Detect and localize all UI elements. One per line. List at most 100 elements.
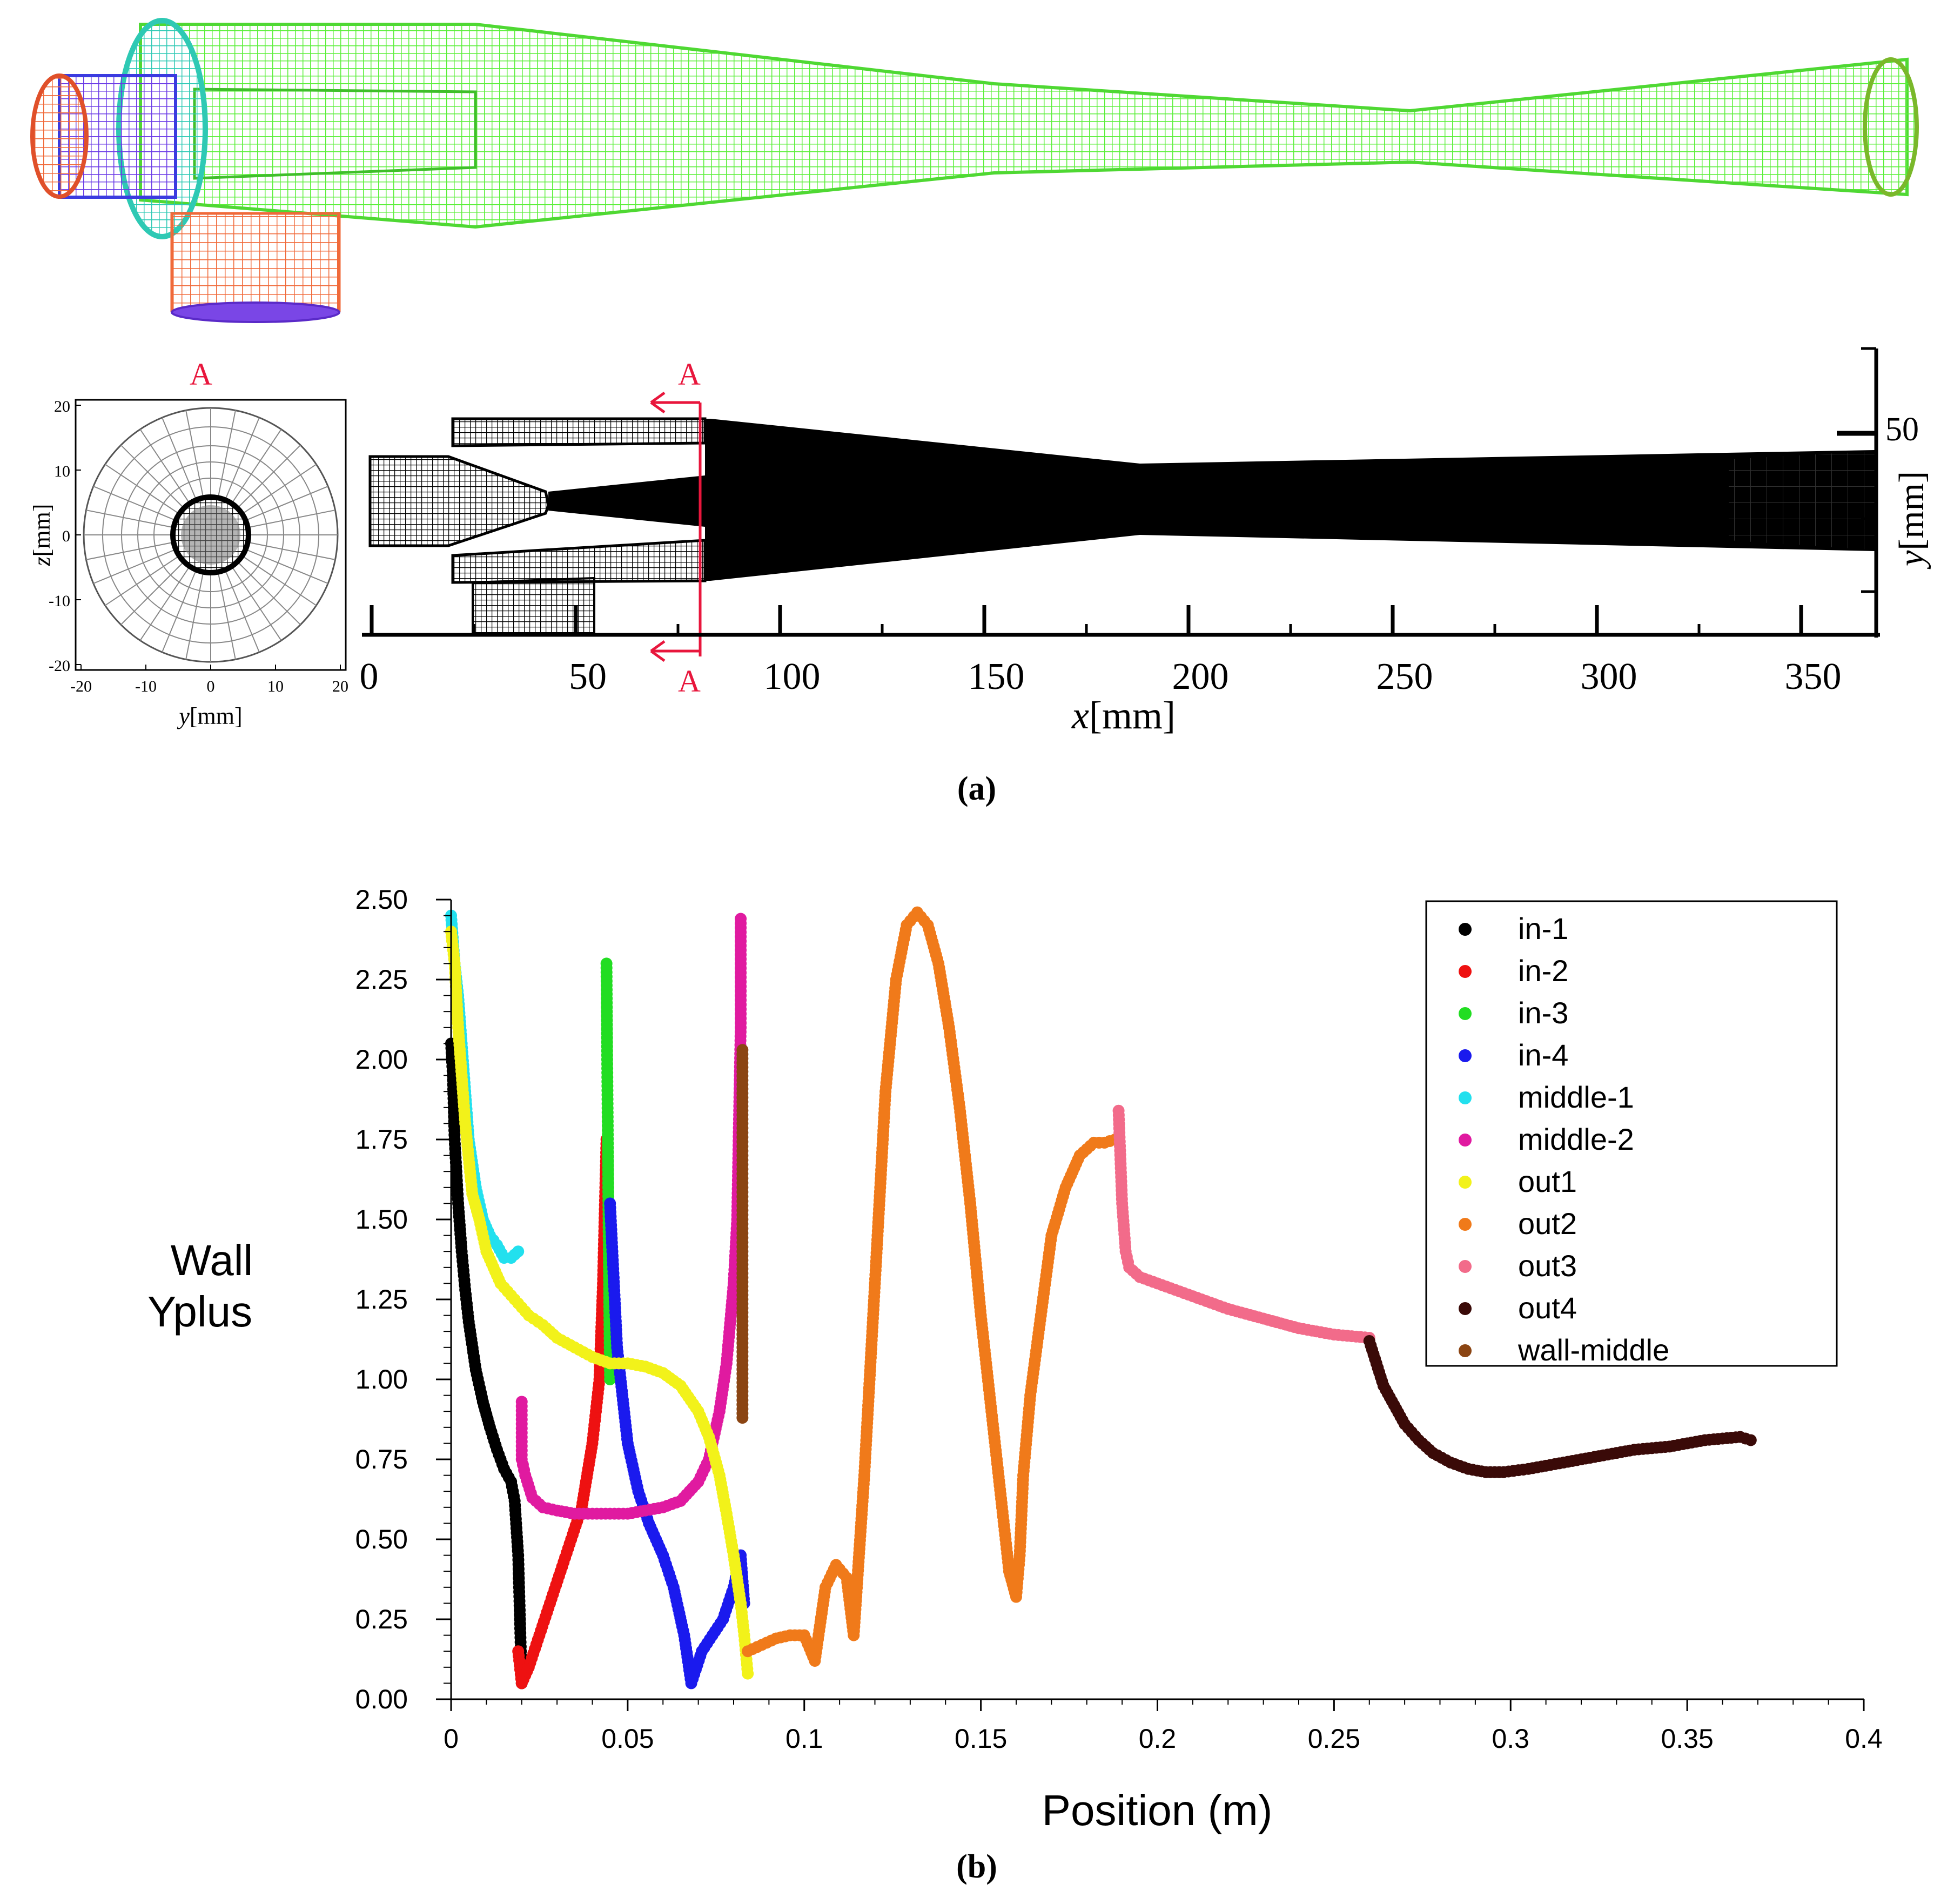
cross-section-grid bbox=[84, 408, 338, 662]
side-view-y-label: y[mm] bbox=[1892, 471, 1931, 569]
data-point bbox=[735, 913, 747, 925]
mesh-3d-inlet-face bbox=[30, 73, 89, 199]
y-tick-label: 2.25 bbox=[355, 964, 408, 995]
side-view-x-tick: 0 bbox=[360, 656, 379, 698]
cross-section-y-tick: 10 bbox=[267, 678, 284, 695]
y-tick-label: 0.75 bbox=[355, 1444, 408, 1474]
side-view-upper-chamber bbox=[451, 417, 707, 447]
cross-section-y-ticks: -20 -10 0 10 20 bbox=[70, 665, 348, 695]
legend-marker bbox=[1459, 1007, 1472, 1020]
yplus-chart: 0 0.05 0.1 0.15 0.2 0.25 0.3 0.35 0.4 0.00 0.25 0.… bbox=[147, 884, 1883, 1834]
y-tick-label: 2.50 bbox=[355, 884, 408, 915]
section-line-A bbox=[650, 391, 702, 662]
legend-marker bbox=[1459, 1134, 1472, 1147]
plot-points bbox=[445, 906, 1757, 1690]
side-view-primary-nozzle bbox=[368, 455, 550, 547]
cross-section-y-tick: -10 bbox=[135, 678, 157, 695]
data-point bbox=[512, 1245, 525, 1258]
mesh-3d-view bbox=[30, 18, 1919, 323]
x-tick-label: 0.35 bbox=[1661, 1724, 1713, 1754]
legend-label: out4 bbox=[1518, 1291, 1577, 1325]
cross-section-z-tick: -10 bbox=[49, 592, 70, 610]
x-ticks: 0 0.05 0.1 0.15 0.2 0.25 0.3 0.35 0.4 bbox=[444, 1699, 1883, 1754]
legend-label: wall-middle bbox=[1517, 1333, 1669, 1367]
x-tick-label: 0.2 bbox=[1139, 1724, 1177, 1754]
legend-marker bbox=[1459, 1344, 1472, 1357]
side-view-y-tick-50: 50 bbox=[1885, 411, 1919, 448]
mesh-3d-suction-pipe-end bbox=[171, 301, 340, 323]
legend-label: out3 bbox=[1518, 1249, 1577, 1283]
legend-label: out2 bbox=[1518, 1206, 1577, 1241]
cross-section-y-tick: -20 bbox=[70, 678, 92, 695]
y-tick-label: 1.25 bbox=[355, 1284, 408, 1315]
side-view-mixing-inlet bbox=[548, 475, 705, 527]
x-tick-label: 0.3 bbox=[1492, 1724, 1529, 1754]
y-axis-label-line1: Wall bbox=[171, 1236, 253, 1284]
mesh-3d-suction-pipe bbox=[170, 212, 341, 312]
cross-section-z-tick: 10 bbox=[54, 462, 70, 480]
legend-marker bbox=[1459, 1260, 1472, 1273]
side-view-x-label: x[mm] bbox=[1071, 694, 1176, 737]
data-point bbox=[604, 1373, 616, 1385]
x-tick-label: 0.25 bbox=[1308, 1724, 1360, 1754]
legend-box bbox=[1425, 900, 1838, 1367]
side-view-x-tick: 50 bbox=[569, 656, 607, 698]
x-axis-label: Position (m) bbox=[1042, 1786, 1273, 1834]
legend-label: in-4 bbox=[1518, 1038, 1568, 1072]
mesh-3d-inner-nozzle bbox=[193, 88, 477, 180]
side-view-x-tick: 200 bbox=[1172, 656, 1229, 698]
y-ticks: 0.00 0.25 0.50 0.75 1.00 1.25 1.50 1.75 2.00 2.25… bbox=[355, 884, 451, 1714]
series-wall-middle bbox=[736, 1044, 749, 1424]
section-mark-top: A bbox=[678, 357, 701, 392]
y-tick-label: 0.00 bbox=[355, 1684, 408, 1714]
section-mark-bottom: A bbox=[678, 663, 701, 699]
x-tick-label: 0.4 bbox=[1845, 1724, 1883, 1754]
legend-marker bbox=[1459, 1091, 1472, 1104]
legend-label: out1 bbox=[1518, 1164, 1577, 1198]
x-tick-label: 0.05 bbox=[601, 1724, 654, 1754]
side-view-x-tick: 100 bbox=[764, 656, 821, 698]
legend-marker bbox=[1459, 965, 1472, 978]
y-tick-label: 2.00 bbox=[355, 1044, 408, 1075]
cross-section-view: 20 10 0 -10 -20 -20 -10 0 10 20 z[mm] y[mm] bbox=[29, 398, 348, 729]
data-point bbox=[1744, 1434, 1757, 1446]
cross-section-z-tick: 20 bbox=[54, 398, 70, 415]
side-view-outlet-fan bbox=[1729, 451, 1875, 550]
series-out2 bbox=[742, 906, 1122, 1667]
data-point bbox=[742, 1667, 754, 1680]
y-tick-label: 1.00 bbox=[355, 1364, 408, 1395]
side-view-x-tick: 150 bbox=[968, 656, 1025, 698]
cross-section-y-label: y[mm] bbox=[177, 703, 242, 729]
legend-marker bbox=[1459, 923, 1472, 936]
x-tick-label: 0 bbox=[444, 1724, 459, 1754]
mesh-3d-outlet-face bbox=[1863, 57, 1919, 197]
y-tick-label: 1.75 bbox=[355, 1124, 408, 1155]
cross-section-z-label: z[mm] bbox=[29, 504, 55, 567]
series-in-4 bbox=[604, 1197, 750, 1690]
y-axis-label-line2: Yplus bbox=[147, 1288, 252, 1336]
x-tick-label: 0.15 bbox=[955, 1724, 1007, 1754]
section-mark-top-left: A bbox=[190, 357, 212, 392]
cross-section-z-ticks: 20 10 0 -10 -20 bbox=[49, 398, 81, 675]
legend-marker bbox=[1459, 1049, 1472, 1062]
series-in-1 bbox=[445, 1037, 528, 1690]
data-point bbox=[736, 1044, 749, 1056]
cross-section-y-tick: 0 bbox=[207, 678, 215, 695]
cross-section-z-tick: 0 bbox=[62, 527, 70, 545]
mesh-3d-main-tube bbox=[139, 23, 1909, 229]
series-out4 bbox=[1363, 1335, 1757, 1478]
legend-label: middle-2 bbox=[1518, 1122, 1634, 1156]
side-view-x-ticks: 0 50 100 150 200 250 300 350 bbox=[360, 605, 1842, 698]
y-tick-label: 1.50 bbox=[355, 1204, 408, 1235]
side-view-x-tick: 300 bbox=[1581, 656, 1637, 698]
series-out1 bbox=[445, 926, 754, 1680]
legend-marker bbox=[1459, 1176, 1472, 1189]
legend: in-1 in-2 in-3 in-4 middle-1 middle-2 out1 out2… bbox=[1425, 900, 1838, 1367]
cross-section-z-tick: -20 bbox=[49, 657, 70, 675]
side-view-lower-chamber bbox=[451, 539, 707, 584]
x-tick-label: 0.1 bbox=[785, 1724, 823, 1754]
side-view-main-body bbox=[705, 419, 1875, 581]
legend-label: middle-1 bbox=[1518, 1080, 1634, 1114]
series-out3 bbox=[1112, 1104, 1375, 1344]
